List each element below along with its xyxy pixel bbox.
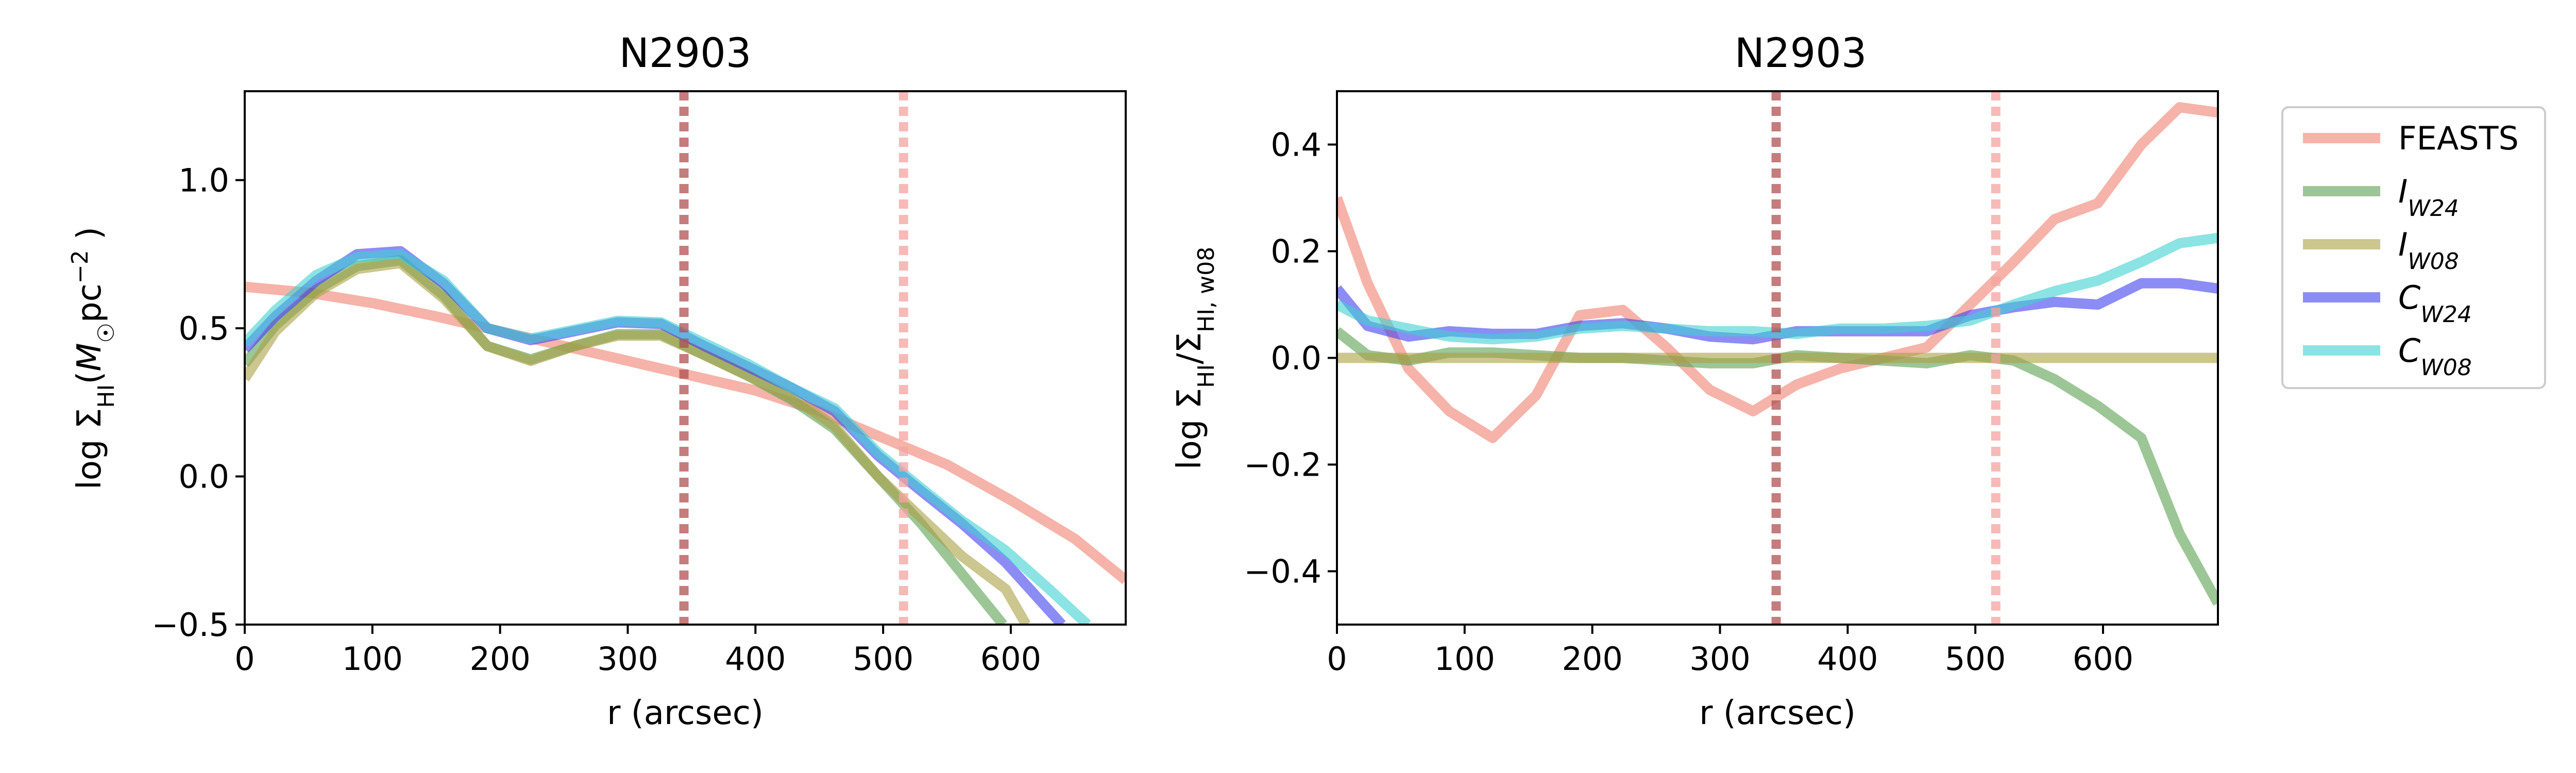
legend-frame [2281, 106, 2546, 389]
chart-left-series-group [245, 91, 1126, 625]
legend-label: IW24 [2398, 173, 2459, 222]
chart-left-series-c-w08 [245, 249, 1091, 625]
chart-left-plot-area: 0 100 200 300 400 500 600 −0.5 0.0 0.5 1.0 [151, 91, 1126, 678]
chart-left-x-tick-label: 400 [725, 640, 786, 678]
chart-right-plot-area: 0 100 200 300 400 500 600 −0.4 −0.2 0.0 0.2 0.4 [1244, 91, 2218, 678]
chart-left-x-tick-label: 200 [469, 640, 530, 678]
chart-left-series-i-w08 [245, 258, 1031, 625]
chart-right-y-tick-label: −0.2 [1244, 446, 1321, 484]
chart-left-x-tick-label: 500 [853, 640, 913, 678]
chart-left-x-axis-label: r (arcsec) [607, 694, 764, 732]
chart-right-frame [1336, 90, 2219, 626]
chart-right-x-tick-label: 100 [1434, 640, 1495, 678]
chart-right-y-tick-label: 0.4 [1270, 126, 1321, 164]
chart-right-title: N2903 [1735, 30, 1867, 77]
chart-left-y-tick-label: −0.5 [151, 606, 229, 644]
legend-label: IW08 [2398, 226, 2459, 275]
chart-left-frame [244, 90, 1127, 626]
chart-left-y-tick-label: 1.0 [178, 162, 229, 199]
chart-right-x-axis-label: r (arcsec) [1699, 694, 1856, 732]
chart-left-x-tick-label: 600 [980, 640, 1041, 678]
chart-left-y-tick-label: 0.5 [178, 310, 229, 347]
chart-right-x-tick-label: 400 [1817, 640, 1878, 678]
chart-left-x-tick-label: 0 [234, 640, 255, 678]
chart-left-x-tick-label: 300 [597, 640, 658, 678]
legend-label: CW24 [2398, 279, 2472, 328]
chart-right-x-tick-label: 200 [1562, 640, 1622, 678]
chart-right-x-tick-label: 500 [1945, 640, 2006, 678]
chart-right-series-c-w08 [1337, 232, 2218, 345]
legend-label: FEASTS [2398, 120, 2519, 157]
chart-right-y-tick-label: −0.4 [1244, 553, 1321, 591]
chart-right-series-group [1337, 91, 2218, 625]
chart-left-y-tick-label: 0.0 [178, 458, 229, 496]
legend-label: CW08 [2398, 332, 2472, 381]
chart-left: N2903 0 100 200 300 400 500 600 −0.5 0.0 0.5 1.0 r… [67, 30, 1127, 732]
chart-right-x-tick-label: 300 [1689, 640, 1750, 678]
chart-right-x-tick-label: 0 [1327, 640, 1347, 678]
chart-right-y-tick-label: 0.2 [1270, 233, 1321, 271]
chart-right-series-feasts [1337, 102, 2218, 443]
chart-left-title: N2903 [619, 30, 752, 77]
chart-right-y-tick-label: 0.0 [1270, 340, 1321, 377]
chart-right-x-tick-label: 600 [2073, 640, 2133, 678]
chart-left-x-tick-label: 100 [342, 640, 403, 678]
chart-left-series-feasts [245, 281, 1126, 584]
